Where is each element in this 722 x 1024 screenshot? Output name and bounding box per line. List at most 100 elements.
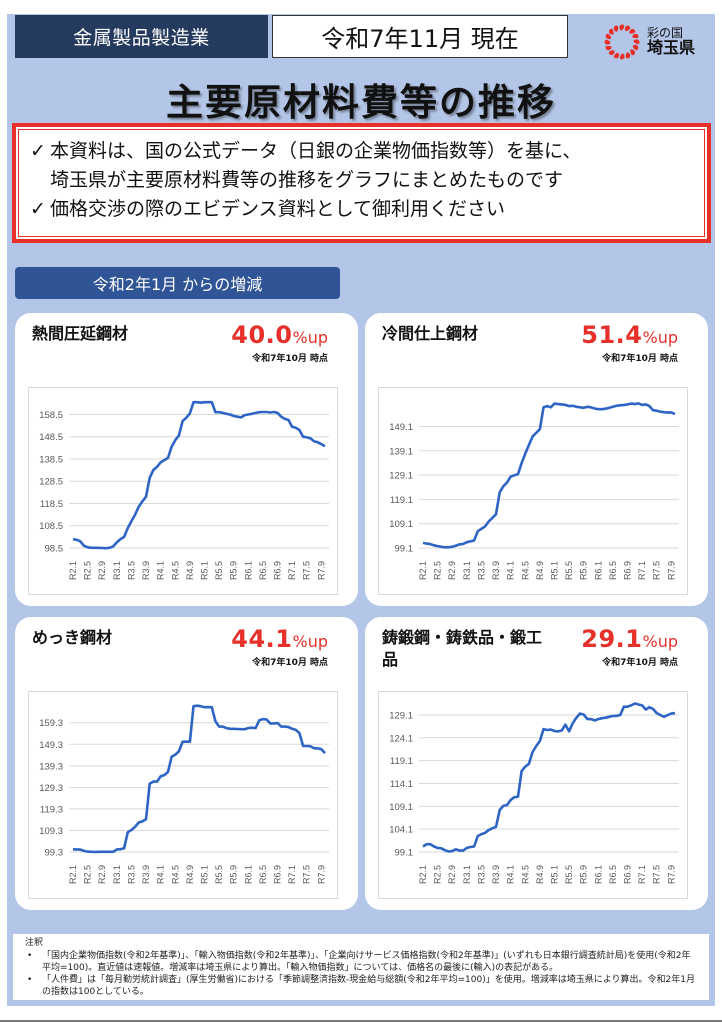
card-title: めっき鋼材 xyxy=(32,628,113,647)
material-card-hot-rolled: 熱間圧延鋼材 40.0%up 令和7年10月 時点 98.5 108.5 118.5… xyxy=(15,313,358,606)
x-axis-tick-label: R6.9 xyxy=(273,865,283,884)
data-series-line xyxy=(422,402,676,549)
notice-text: 価格交渉の際のエビデンス資料として御利用ください xyxy=(50,198,506,220)
x-axis-tick-label: R5.1 xyxy=(199,561,209,580)
x-axis-tick-label: R2.1 xyxy=(68,865,78,884)
x-axis-tick-label: R4.9 xyxy=(185,561,195,580)
x-axis-tick-label: R5.9 xyxy=(229,865,239,884)
data-series-line xyxy=(73,704,326,854)
x-axis-tick-label: R4.1 xyxy=(156,561,166,580)
x-axis-tick-label: R7.5 xyxy=(652,561,662,580)
x-axis-tick-label: R6.1 xyxy=(593,865,603,884)
check-icon: ✓ xyxy=(30,140,46,162)
line-chart: 99.3 109.3 119.3 129.3 139.3 149.3 159.3 R2.1 R2… xyxy=(28,691,338,899)
section-tab-change-since: 令和2年1月 からの増減 xyxy=(15,267,340,299)
y-axis-tick-label: 129.1 xyxy=(389,710,413,721)
x-axis-tick-label: R5.5 xyxy=(564,561,574,580)
as-of-label: 令和7年10月 時点 xyxy=(602,658,678,668)
change-percent-value: 51.4 xyxy=(581,321,643,349)
x-axis-tick-label: R3.9 xyxy=(141,561,151,580)
material-card-castings-forgings: 鋳鍛鋼・鋳鉄品・鍛工品 29.1%up 令和7年10月 時点 99.1 104.1… xyxy=(365,617,708,910)
material-card-cold-finished: 冷間仕上鋼材 51.4%up 令和7年10月 時点 99.1 109.1 119.1… xyxy=(365,313,708,606)
y-axis-tick-label: 119.1 xyxy=(390,756,413,767)
notes-title: 注釈 xyxy=(25,938,44,948)
card-title: 熱間圧延鋼材 xyxy=(32,324,129,343)
x-axis-tick-label: R5.1 xyxy=(549,561,559,580)
x-axis-tick-label: R7.9 xyxy=(316,561,326,580)
line-chart: 98.5 108.5 118.5 128.5 138.5 148.5 158.5 R2.1 R2… xyxy=(28,387,338,595)
x-axis-tick-label: R3.9 xyxy=(491,865,501,884)
y-axis-tick-label: 129.1 xyxy=(389,471,413,482)
change-percent-unit: %up xyxy=(292,632,329,651)
x-axis-tick-label: R4.1 xyxy=(506,865,516,884)
x-axis-tick-label: R6.5 xyxy=(258,561,268,580)
change-percent: 51.4%up xyxy=(581,321,678,349)
notice-box: ✓ 本資料は、国の公式データ（日銀の企業物価指数等）を基に、 埼玉県が主要原材料費… xyxy=(12,123,711,243)
change-percent-unit: %up xyxy=(642,328,679,347)
y-axis-tick-label: 148.5 xyxy=(39,432,63,443)
x-axis-tick-label: R4.1 xyxy=(156,865,166,884)
industry-category-label: 金属製品製造業 xyxy=(15,15,268,58)
x-axis-tick-label: R4.9 xyxy=(185,865,195,884)
y-axis-tick-label: 138.5 xyxy=(39,454,63,465)
card-title: 冷間仕上鋼材 xyxy=(382,324,479,343)
y-axis-tick-label: 129.3 xyxy=(39,783,63,794)
x-axis-tick-label: R3.1 xyxy=(112,561,122,580)
y-axis-tick-label: 99.1 xyxy=(395,848,414,859)
notice-text: 本資料は、国の公式データ（日銀の企業物価指数等）を基に、 xyxy=(50,140,582,162)
y-axis-tick-label: 139.1 xyxy=(389,446,413,457)
line-chart-svg: 99.3 109.3 119.3 129.3 139.3 149.3 159.3 R2.1 R2… xyxy=(39,704,329,884)
y-axis-tick-label: 99.3 xyxy=(45,848,64,859)
y-axis-tick-label: 149.1 xyxy=(389,422,413,433)
x-axis-tick-label: R7.9 xyxy=(666,561,676,580)
change-percent-value: 29.1 xyxy=(581,625,643,653)
logo-text-line1: 彩の国 xyxy=(647,26,684,41)
data-series-line xyxy=(422,702,676,853)
y-axis-tick-label: 98.5 xyxy=(45,544,64,555)
as-of-label: 令和7年10月 時点 xyxy=(252,354,328,364)
notice-line: ✓ 価格交渉の際のエビデンス資料として御利用ください xyxy=(30,195,693,224)
y-axis-tick-label: 99.1 xyxy=(395,544,414,555)
y-axis-tick-label: 139.3 xyxy=(39,761,63,772)
note-item: 「国内企業物価指数(令和2年基準)」、「輸入物価指数(令和2年基準)」、「企業向… xyxy=(25,950,697,974)
x-axis-tick-label: R3.5 xyxy=(126,865,136,884)
x-axis-tick-label: R6.1 xyxy=(243,561,253,580)
y-axis-tick-label: 109.3 xyxy=(39,826,63,837)
x-axis-tick-label: R3.1 xyxy=(462,561,472,580)
y-axis-tick-label: 109.1 xyxy=(389,519,413,530)
as-of-label: 令和7年10月 時点 xyxy=(252,658,328,668)
x-axis-tick-label: R2.1 xyxy=(68,561,78,580)
notes-box: 注釈 「国内企業物価指数(令和2年基準)」、「輸入物価指数(令和2年基準)」、「… xyxy=(12,933,710,1001)
logo-text-line2: 埼玉県 xyxy=(647,37,696,57)
change-percent-unit: %up xyxy=(642,632,679,651)
x-axis-tick-label: R2.1 xyxy=(418,561,428,580)
data-series-line xyxy=(72,400,326,550)
x-axis-tick-label: R2.9 xyxy=(97,865,107,884)
x-axis-tick-label: R6.9 xyxy=(623,561,633,580)
change-percent-unit: %up xyxy=(292,328,329,347)
y-axis-tick-label: 159.3 xyxy=(39,718,63,729)
y-axis-tick-label: 104.1 xyxy=(389,825,413,836)
x-axis-tick-label: R6.1 xyxy=(243,865,253,884)
x-axis-tick-label: R6.1 xyxy=(593,561,603,580)
x-axis-tick-label: R6.9 xyxy=(623,865,633,884)
x-axis-tick-label: R7.9 xyxy=(666,865,676,884)
note-item: 「人件費」は「毎月勤労統計調査」(厚生労働省)における「季節調整済指数-現金給与… xyxy=(25,974,697,998)
x-axis-tick-label: R6.5 xyxy=(608,865,618,884)
check-icon: ✓ xyxy=(30,198,46,220)
x-axis-tick-label: R2.9 xyxy=(447,865,457,884)
y-axis-tick-label: 119.1 xyxy=(390,495,413,506)
saitama-logo: 彩の国 埼玉県 xyxy=(603,22,713,62)
x-axis-tick-label: R3.9 xyxy=(491,561,501,580)
x-axis-tick-label: R3.5 xyxy=(126,561,136,580)
x-axis-tick-label: R7.5 xyxy=(302,561,312,580)
x-axis-tick-label: R2.1 xyxy=(418,865,428,884)
x-axis-tick-label: R4.5 xyxy=(520,865,530,884)
x-axis-tick-label: R7.1 xyxy=(637,561,647,580)
x-axis-tick-label: R5.5 xyxy=(214,561,224,580)
y-axis-tick-label: 149.3 xyxy=(39,740,63,751)
x-axis-tick-label: R5.1 xyxy=(549,865,559,884)
notice-line: 埼玉県が主要原材料費等の推移をグラフにまとめたものです xyxy=(30,166,693,195)
y-axis-tick-label: 128.5 xyxy=(39,477,63,488)
page-background: 金属製品製造業 令和7年11月 現在 xyxy=(7,14,715,1006)
